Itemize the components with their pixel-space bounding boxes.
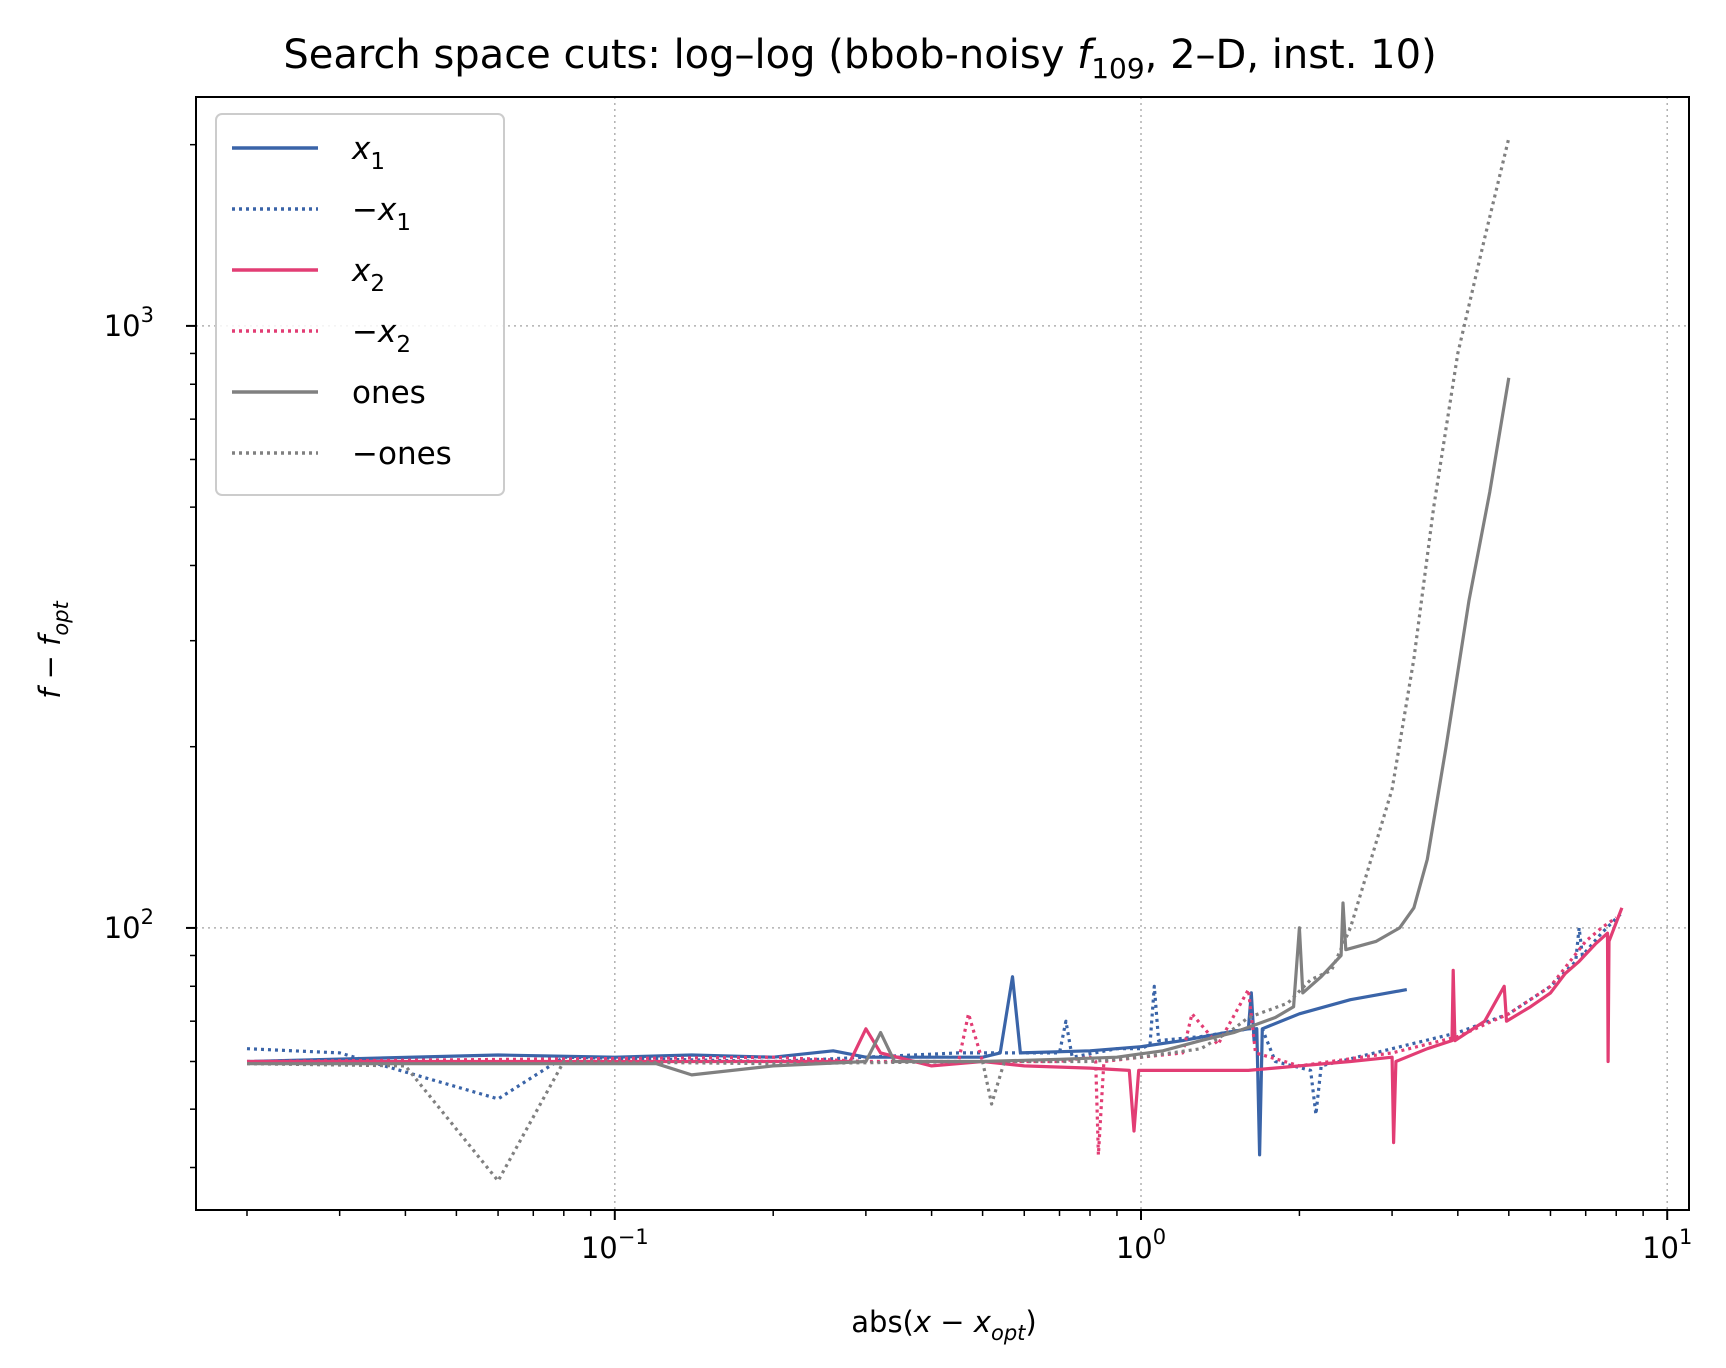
plot-frame [195,96,1690,1211]
x-tick-label: 100 [1116,1225,1166,1265]
y-axis-ticks: 102 103 [104,143,196,1169]
series-line-1 [246,975,1408,1157]
chart-title: Search space cuts: log–log (bbob-noisy f… [283,32,1436,85]
series-line-4 [246,916,1618,1157]
series-line-5 [247,377,1511,1077]
series-line-6 [246,137,1511,1183]
legend-label: ones [352,375,426,411]
x-tick-label: 101 [1642,1225,1692,1265]
legend: x1 −x1 x2 −x2 ones −ones [215,113,505,496]
x-axis-label: abs(x − xopt) [851,1305,1036,1345]
legend-label: −x2 [352,314,411,358]
legend-label: −x1 [352,192,411,236]
y-tick-label: 102 [104,905,154,945]
series-line-3 [247,907,1624,1145]
legend-label: −ones [352,436,452,472]
legend-label: x2 [351,253,385,297]
plot-series [246,137,1624,1183]
y-axis-label: f − fopt [33,600,73,698]
series-line-2 [246,911,1624,1117]
x-tick-label: 10−1 [581,1225,649,1265]
x-axis-ticks: 10−1 100 101 [246,1210,1692,1265]
y-tick-label: 103 [104,303,154,343]
legend-label: x1 [351,131,385,175]
